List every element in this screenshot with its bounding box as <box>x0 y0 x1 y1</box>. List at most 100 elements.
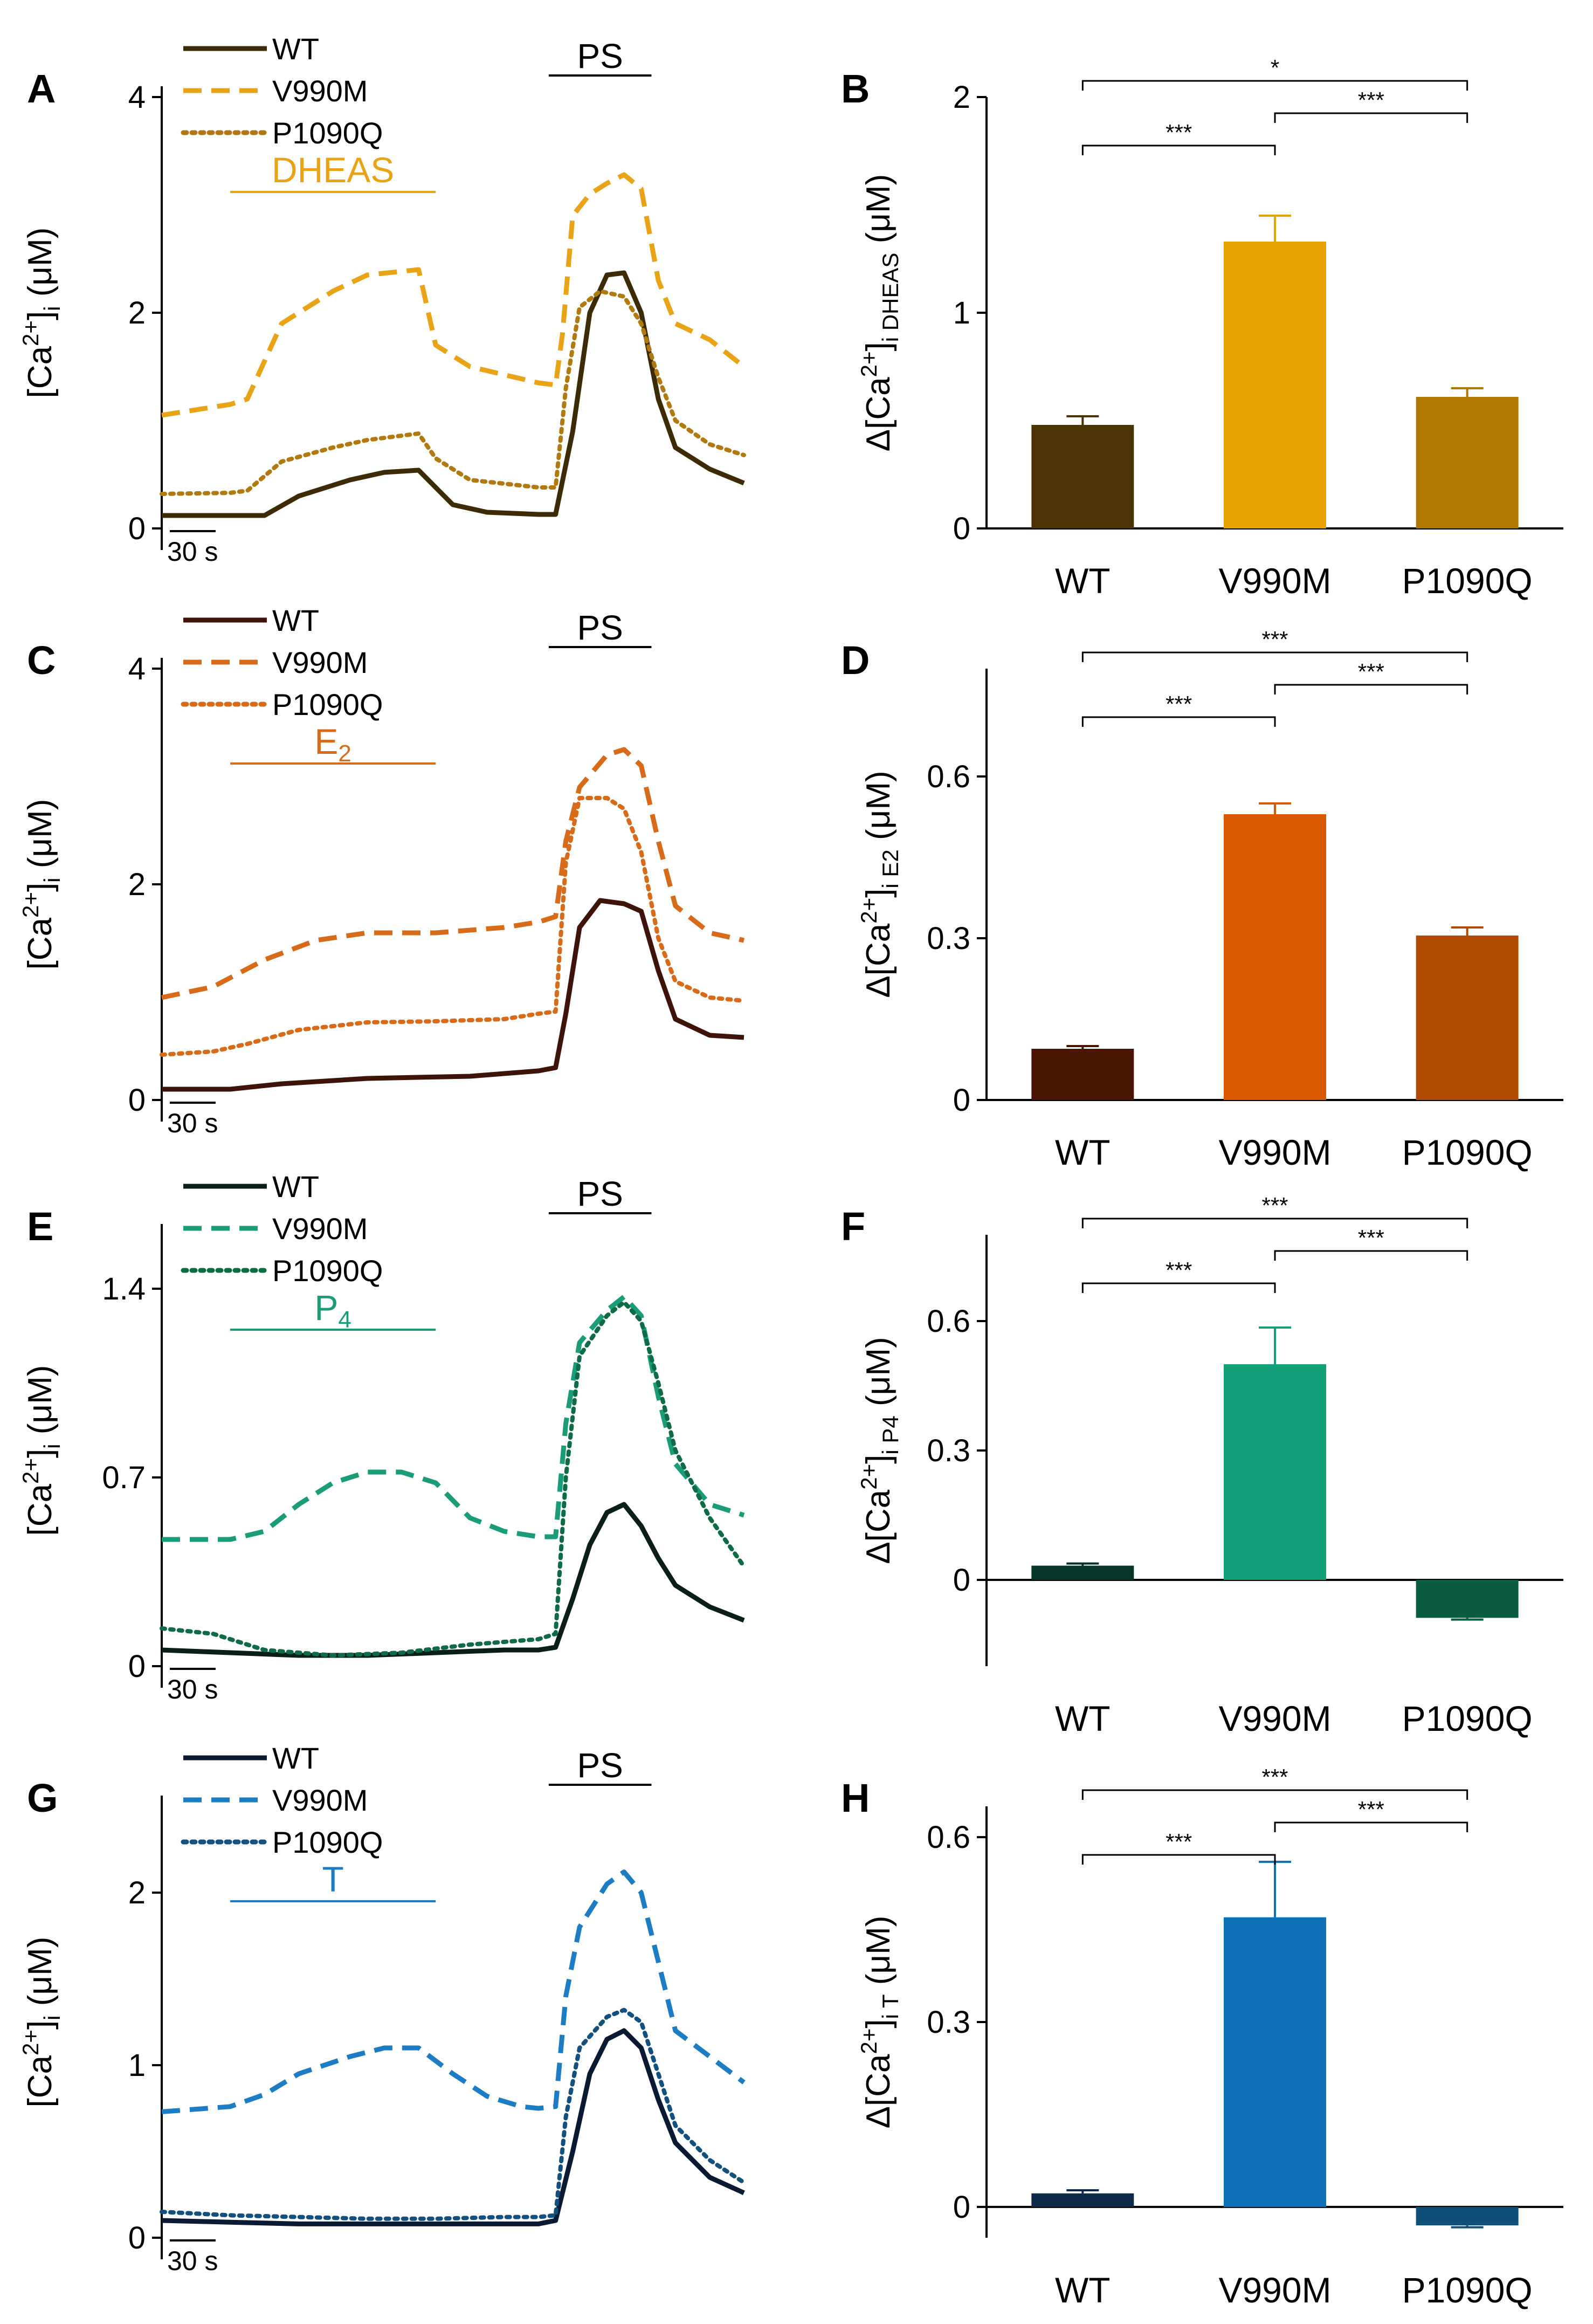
significance-bracket <box>1274 112 1468 123</box>
legend-label: V990M <box>272 645 368 679</box>
series-line-P1090Q <box>160 2007 746 2221</box>
panel-label: A <box>27 66 56 111</box>
bar-WT <box>1031 1049 1134 1100</box>
significance-bracket <box>1081 651 1468 662</box>
ylabel-sub: i <box>39 306 65 311</box>
y-tick-label: 0 <box>953 1083 970 1118</box>
ylabel-sub: i <box>39 1443 65 1448</box>
y-axis-label: Δ[Ca2+]i P4 (μM) <box>856 1337 903 1564</box>
y-tick-label: 0.7 <box>102 1460 146 1495</box>
y-tick-label: 4 <box>128 651 146 686</box>
panel-label: C <box>27 638 56 683</box>
bar-P1090Q <box>1416 936 1519 1100</box>
y-axis-label: [Ca2+]i (μM) <box>18 1937 65 2108</box>
legend-label: WT <box>272 1741 319 1775</box>
ylabel-part: ] <box>860 342 897 351</box>
legend-label: WT <box>272 32 319 66</box>
significance-label: *** <box>1261 1764 1288 1790</box>
panel-label: E <box>27 1204 53 1249</box>
ylabel-part: [Ca <box>22 2055 59 2107</box>
y-tick-label: 0.3 <box>927 2005 970 2040</box>
ylabel-part: Δ[Ca <box>860 2054 897 2128</box>
significance-bracket <box>1274 684 1468 695</box>
significance-label: *** <box>1166 120 1192 145</box>
y-tick-label: 0 <box>128 1083 146 1118</box>
ylabel-part: [Ca <box>22 917 59 970</box>
series-line-WT <box>161 1502 745 1658</box>
significance-label: *** <box>1166 1829 1192 1854</box>
y-tick-label: 0.6 <box>927 759 970 794</box>
ylabel-part: ] <box>22 2020 59 2030</box>
legend-label: WT <box>272 1170 319 1204</box>
x-tick-label: V990M <box>1218 2270 1331 2310</box>
y-tick-label: 2 <box>128 295 146 331</box>
ylabel-part: (μM) <box>22 1937 59 2016</box>
x-tick-label: P1090Q <box>1402 2270 1533 2310</box>
ylabel-part: Δ[Ca <box>860 923 897 998</box>
x-tick-label: P1090Q <box>1402 561 1533 601</box>
y-tick-label: 0 <box>953 511 970 546</box>
ylabel-part: ] <box>22 1449 59 1458</box>
stimulus-label: P4 <box>314 1288 351 1333</box>
significance-label: *** <box>1358 1797 1384 1822</box>
ylabel-sup: 2+ <box>856 2029 881 2054</box>
significance-bracket <box>1081 1789 1468 1800</box>
bar-V990M <box>1224 242 1326 528</box>
y-axis-label: [Ca2+]i (μM) <box>18 799 65 970</box>
ylabel-sub: i DHEAS <box>878 253 903 342</box>
ylabel-sup: 2+ <box>18 892 43 918</box>
ylabel-part: Δ[Ca <box>860 377 897 451</box>
x-tick-label: P1090Q <box>1402 1699 1533 1738</box>
y-axis-label: Δ[Ca2+]i E2 (μM) <box>856 771 903 998</box>
ps-label: PS <box>577 1746 623 1785</box>
series-line-P1090Q <box>160 796 746 1057</box>
legend-label: V990M <box>272 1212 368 1246</box>
x-tick-label: V990M <box>1218 561 1331 601</box>
y-axis-label: [Ca2+]i (μM) <box>18 228 65 398</box>
ylabel-sub: i P4 <box>878 1415 903 1454</box>
y-tick-label: 0 <box>128 2220 146 2256</box>
significance-bracket <box>1274 1250 1468 1261</box>
x-tick-label: V990M <box>1218 1699 1331 1738</box>
scale-bar-label: 30 s <box>167 1674 218 1704</box>
stimulus-label: DHEAS <box>272 150 394 190</box>
y-axis-label: Δ[Ca2+]i T (μM) <box>856 1916 903 2129</box>
scale-bar-label: 30 s <box>167 1108 218 1138</box>
bar-V990M <box>1224 1364 1326 1580</box>
legend-label: WT <box>272 603 319 637</box>
panel-label: H <box>841 1776 870 1820</box>
ylabel-part: [Ca <box>22 346 59 398</box>
bar-V990M <box>1224 1917 1326 2207</box>
x-tick-label: P1090Q <box>1402 1132 1533 1172</box>
y-tick-label: 2 <box>128 1875 146 1910</box>
ylabel-part: (μM) <box>22 228 59 306</box>
legend-label: P1090Q <box>272 116 383 150</box>
legend-label: V990M <box>272 1783 368 1817</box>
significance-label: *** <box>1358 87 1384 113</box>
scale-bar-label: 30 s <box>167 537 218 567</box>
significance-label: *** <box>1261 627 1288 652</box>
significance-label: *** <box>1358 1225 1384 1250</box>
y-tick-label: 2 <box>953 80 970 115</box>
series-line-P1090Q <box>160 289 746 496</box>
ps-label: PS <box>577 37 623 75</box>
ps-label: PS <box>577 1174 623 1213</box>
ylabel-sub: i <box>39 2015 65 2020</box>
bar-panel-D: D 0 0.3 0.6 Δ[Ca2+]i E2 (μM) WT V990M P1090Q ***… <box>841 627 1563 1172</box>
panel-label: B <box>841 66 870 111</box>
panel-label: D <box>841 638 870 683</box>
stimulus-label: T <box>322 1859 343 1899</box>
y-tick-label: 0 <box>128 511 146 546</box>
ylabel-part: (μM) <box>860 1337 897 1415</box>
y-axis-label: Δ[Ca2+]i DHEAS (μM) <box>856 174 903 452</box>
series-line-WT <box>162 898 744 1092</box>
ylabel-sup: 2+ <box>18 2030 43 2055</box>
series-line-WT <box>162 270 745 518</box>
x-tick-label: WT <box>1055 2270 1111 2310</box>
significance-bracket <box>1081 80 1468 91</box>
significance-label: * <box>1271 55 1279 80</box>
